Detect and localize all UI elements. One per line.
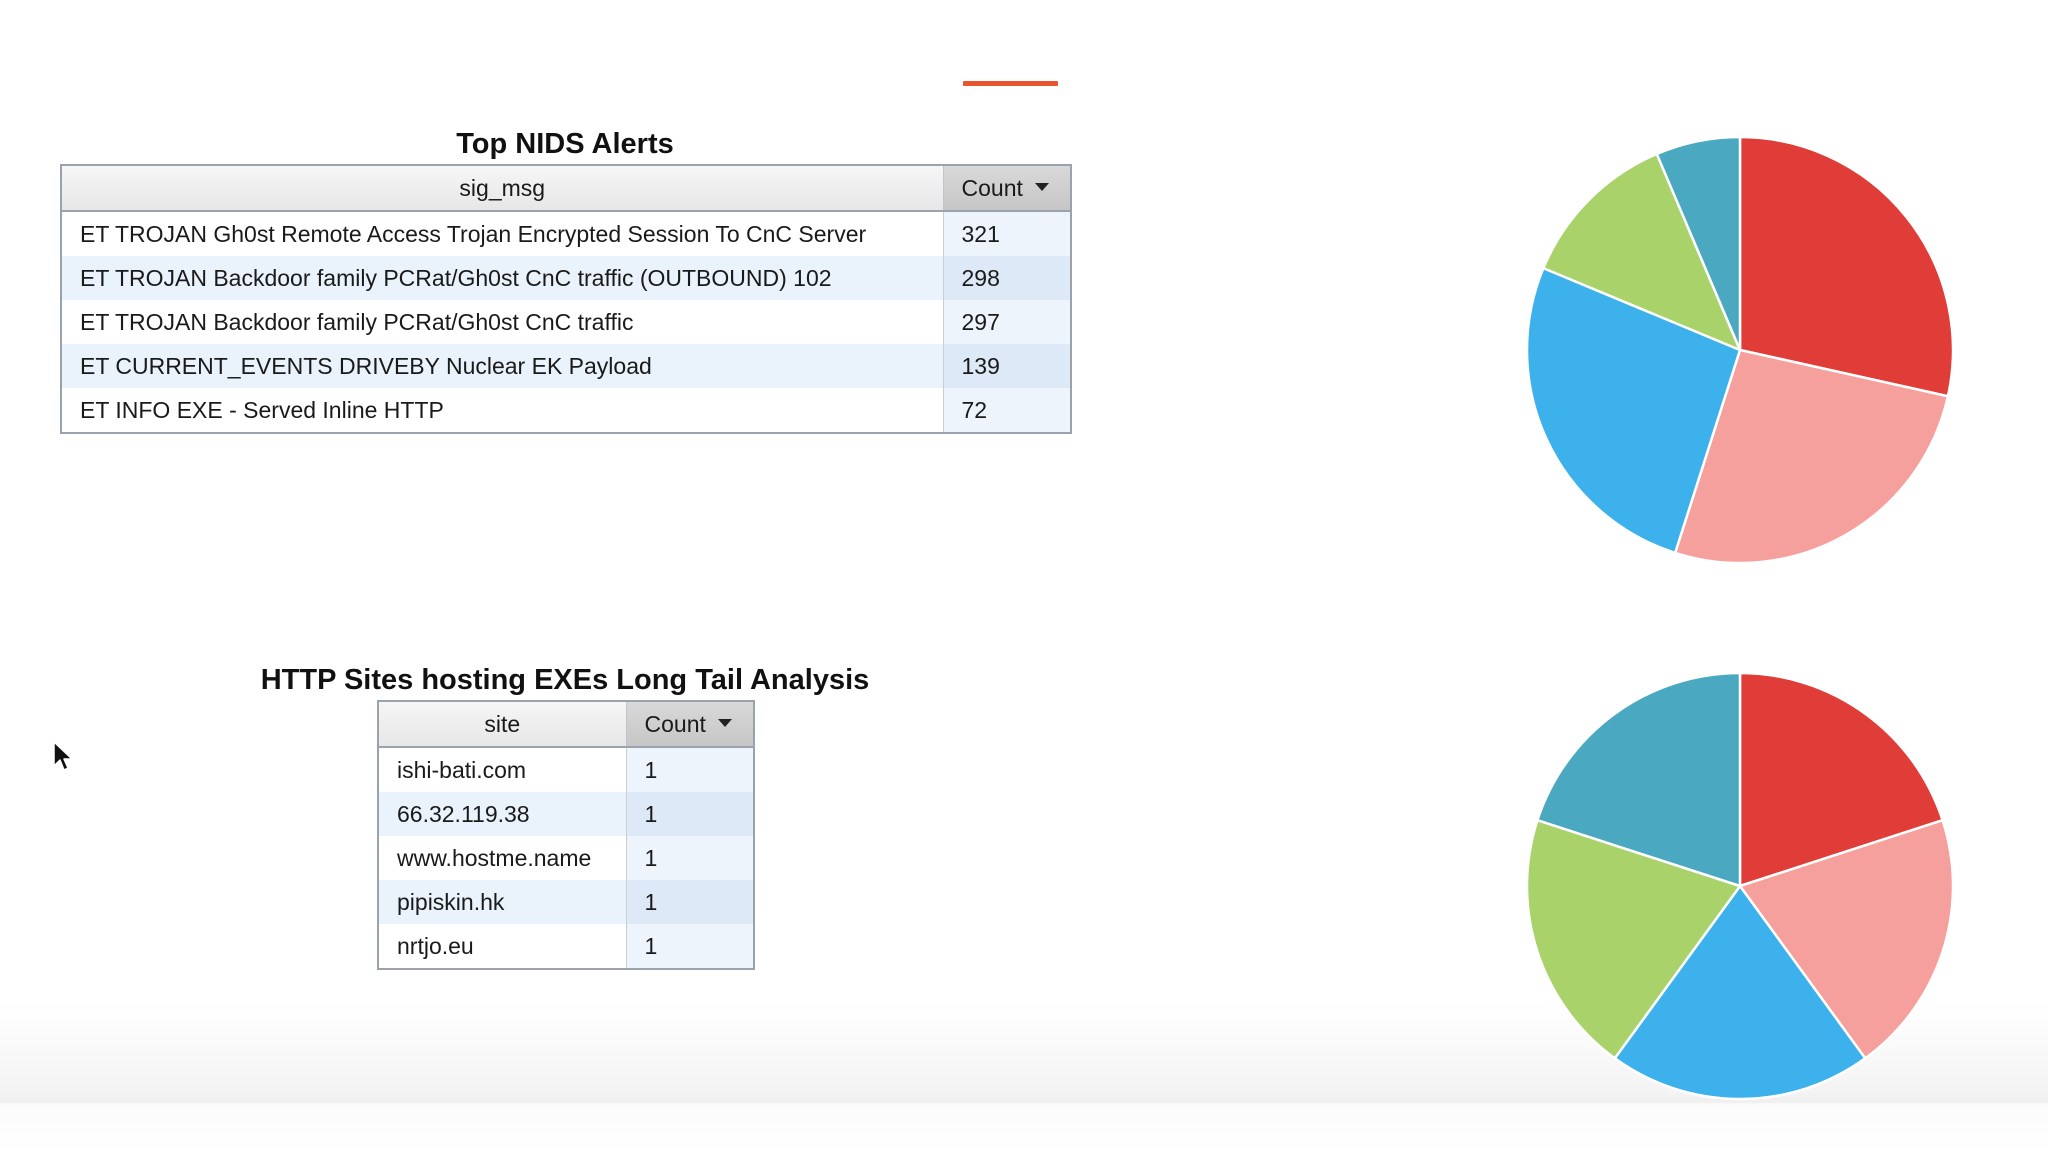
pie-slice-5[interactable]	[1536, 671, 1742, 888]
sig-msg-cell: ET TROJAN Gh0st Remote Access Trojan Enc…	[61, 211, 944, 256]
table-row[interactable]: ET TROJAN Gh0st Remote Access Trojan Enc…	[61, 211, 1071, 256]
table-row[interactable]: www.hostme.name 1	[378, 836, 754, 880]
site-cell: 66.32.119.38	[378, 792, 627, 836]
column-header-count[interactable]: Count	[626, 701, 754, 748]
table-header-row: site Count	[378, 701, 754, 748]
pie-slice-4[interactable]	[1525, 818, 1742, 1060]
column-header-count-label: Count	[644, 710, 706, 737]
sig-msg-cell: ET TROJAN Backdoor family PCRat/Gh0st Cn…	[61, 256, 944, 300]
site-cell: www.hostme.name	[378, 836, 627, 880]
column-header-count[interactable]: Count	[943, 165, 1071, 212]
table-header-row: sig_msg Count	[61, 165, 1071, 212]
sig-msg-cell: ET CURRENT_EVENTS DRIVEBY Nuclear EK Pay…	[61, 344, 944, 388]
sort-desc-icon	[1034, 183, 1049, 192]
pie-slice-2[interactable]	[1738, 818, 1955, 1060]
http-sites-pie-chart	[1525, 671, 1955, 1101]
pie-slice-1[interactable]	[1738, 671, 1944, 888]
column-header-site[interactable]: site	[378, 701, 627, 748]
nids-alerts-pie-chart	[1525, 135, 1955, 565]
table-row[interactable]: pipiskin.hk 1	[378, 880, 754, 924]
mouse-pointer-icon	[53, 741, 73, 771]
table-row[interactable]: ET INFO EXE - Served Inline HTTP 72	[61, 388, 1071, 433]
count-cell: 1	[626, 792, 754, 836]
count-cell: 1	[626, 880, 754, 924]
accent-underline	[963, 81, 1058, 86]
nids-panel-title: Top NIDS Alerts	[456, 128, 674, 160]
http-sites-table: site Count ishi-bati.com 1 66.32.119.38 …	[377, 700, 755, 970]
column-header-sig-msg[interactable]: sig_msg	[61, 165, 944, 212]
sig-msg-cell: ET INFO EXE - Served Inline HTTP	[61, 388, 944, 433]
pie-slice-4[interactable]	[1542, 152, 1742, 352]
pie-slice-1[interactable]	[1738, 135, 1955, 398]
http-sites-panel-title: HTTP Sites hosting EXEs Long Tail Analys…	[260, 664, 870, 696]
count-cell: 1	[626, 924, 754, 969]
sig-msg-cell: ET TROJAN Backdoor family PCRat/Gh0st Cn…	[61, 300, 944, 344]
table-row[interactable]: ET CURRENT_EVENTS DRIVEBY Nuclear EK Pay…	[61, 344, 1071, 388]
count-cell: 298	[943, 256, 1071, 300]
table-row[interactable]: nrtjo.eu 1	[378, 924, 754, 969]
pie-slice-3[interactable]	[1613, 884, 1867, 1101]
site-cell: ishi-bati.com	[378, 747, 627, 792]
count-cell: 297	[943, 300, 1071, 344]
nids-alerts-table: sig_msg Count ET TROJAN Gh0st Remote Acc…	[60, 164, 1072, 434]
table-row[interactable]: 66.32.119.38 1	[378, 792, 754, 836]
table-row[interactable]: ishi-bati.com 1	[378, 747, 754, 792]
table-row[interactable]: ET TROJAN Backdoor family PCRat/Gh0st Cn…	[61, 300, 1071, 344]
site-cell: pipiskin.hk	[378, 880, 627, 924]
count-cell: 1	[626, 747, 754, 792]
pie-slice-2[interactable]	[1673, 348, 1950, 565]
count-cell: 1	[626, 836, 754, 880]
pie-slice-3[interactable]	[1525, 266, 1742, 555]
count-cell: 321	[943, 211, 1071, 256]
pie-slice-5[interactable]	[1655, 135, 1742, 352]
column-header-count-label: Count	[961, 174, 1023, 201]
count-cell: 72	[943, 388, 1071, 433]
count-cell: 139	[943, 344, 1071, 388]
site-cell: nrtjo.eu	[378, 924, 627, 969]
sort-desc-icon	[717, 719, 732, 728]
table-row[interactable]: ET TROJAN Backdoor family PCRat/Gh0st Cn…	[61, 256, 1071, 300]
